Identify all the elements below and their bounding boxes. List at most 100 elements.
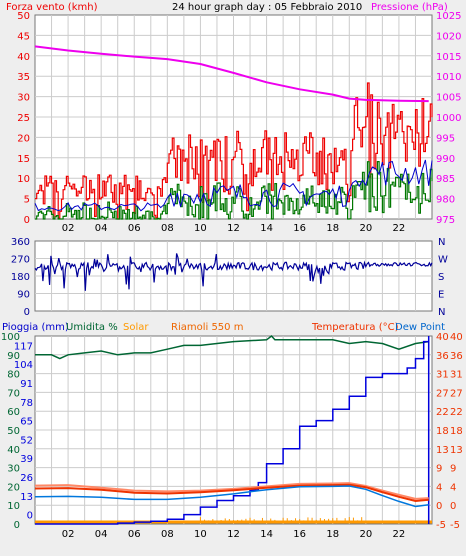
rain-tick-label: 91 [20,379,33,390]
station-label: Riamoli 550 m [171,322,243,333]
temperature-tick-label: 22 [436,407,449,418]
rain-tick-label: 104 [14,360,33,371]
pressure-axis-label: Pressione (hPa) [371,2,448,13]
direction-tick-label: 270 [11,255,30,266]
rain-tick-label: 39 [20,454,33,465]
dewpoint-tick-label: 36 [450,351,463,362]
climate-x-tick: 06 [128,529,141,540]
direction-compass-label: N [438,307,445,318]
pressure-tick-label: 1005 [436,93,461,104]
wind-tick-label: 5 [24,195,30,206]
climate-x-tick: 18 [326,529,339,540]
rain-axis-label: Pioggia (mm) [2,322,69,333]
humidity-line [35,334,429,360]
pressure-tick-label: 1000 [436,113,461,124]
wind-tick-label: 35 [17,72,30,83]
wind-x-tick: 20 [359,223,372,234]
humidity-tick-label: 70 [7,388,20,399]
humidity-tick-label: 40 [7,445,20,456]
pressure-tick-label: 980 [436,195,455,206]
temperature-tick-label: 40 [436,332,449,343]
direction-compass-label: E [438,290,444,301]
pressure-tick-label: 1015 [436,52,461,63]
wind-x-tick: 16 [293,223,306,234]
humidity-tick-label: 100 [1,332,20,343]
direction-line [34,253,433,291]
temperature-tick-label: 36 [436,351,449,362]
wind-x-tick: 04 [95,223,108,234]
temperature-tick-label: 9 [436,464,442,475]
wind-x-tick: 08 [161,223,174,234]
direction-tick-label: 90 [17,290,30,301]
pressure-tick-label: 975 [436,215,455,226]
pressure-tick-label: 1025 [436,11,461,22]
direction-compass-label: S [438,272,444,283]
climate-x-tick: 20 [359,529,372,540]
temperature-tick-label: 31 [436,370,449,381]
wind-x-tick: 18 [326,223,339,234]
wind-axis-label: Forza vento (kmh) [6,2,98,13]
wind-gust-line [35,82,433,220]
rain-line [35,336,430,525]
wind-tick-label: 40 [17,52,30,63]
direction-compass-label: N [438,237,445,248]
rain-tick-label: 26 [20,473,33,484]
dewpoint-tick-label: 4 [450,482,456,493]
solar-axis-label: Solar [123,322,149,333]
rain-tick-label: 52 [20,435,33,446]
dewpoint-tick-label: 13 [450,445,463,456]
humidity-tick-label: 30 [7,464,20,475]
wind-tick-label: 50 [17,11,30,22]
temperature-tick-label: 4 [436,482,442,493]
dewpoint-tick-label: 22 [450,407,463,418]
temperature-tick-label: 0 [436,501,442,512]
wind-x-tick: 06 [128,223,141,234]
climate-x-tick: 22 [393,529,406,540]
rain-tick-label: 65 [20,417,33,428]
dewpoint-axis-label: Dew Point [395,322,445,333]
climate-x-tick: 08 [161,529,174,540]
wind-tick-label: 20 [17,133,30,144]
temperature-max-line [34,482,429,500]
temperature-tick-label: -5 [436,520,446,531]
rain-tick-label: 13 [20,492,33,503]
dewpoint-tick-label: 40 [450,332,463,343]
temperature-tick-label: 27 [436,388,449,399]
temperature-line [34,483,429,503]
wind-tick-label: 15 [17,154,30,165]
wind-average-line [34,159,433,212]
humidity-tick-label: 0 [14,520,20,531]
wind-x-tick: 10 [194,223,207,234]
climate-x-tick: 02 [62,529,75,540]
humidity-tick-label: 50 [7,426,20,437]
pressure-tick-label: 1020 [436,31,461,42]
rain-tick-label: 78 [20,398,33,409]
wind-speed-line [35,161,433,220]
dewpoint-line [34,485,429,508]
climate-x-tick: 14 [260,529,273,540]
humidity-tick-label: 10 [7,501,20,512]
direction-tick-label: 0 [24,307,30,318]
wind-tick-label: 0 [24,215,30,226]
dewpoint-tick-label: 18 [450,426,463,437]
wind-x-tick: 22 [393,223,406,234]
temperature-tick-label: 18 [436,426,449,437]
chart-layer: 5045403530252015105010251020101510101005… [1,11,463,540]
humidity-tick-label: 20 [7,482,20,493]
wind-tick-label: 30 [17,93,30,104]
wind-tick-label: 25 [17,113,30,124]
direction-tick-label: 180 [11,272,30,283]
pressure-tick-label: 995 [436,133,455,144]
direction-tick-label: 360 [11,237,30,248]
pressure-line [34,45,429,103]
humidity-tick-label: 80 [7,370,20,381]
wind-tick-label: 10 [17,174,30,185]
dewpoint-tick-label: 27 [450,388,463,399]
wind-x-tick: 14 [260,223,273,234]
humidity-tick-label: 90 [7,351,20,362]
humidity-tick-label: 60 [7,407,20,418]
pressure-tick-label: 990 [436,154,455,165]
rain-tick-label: 117 [14,341,33,352]
